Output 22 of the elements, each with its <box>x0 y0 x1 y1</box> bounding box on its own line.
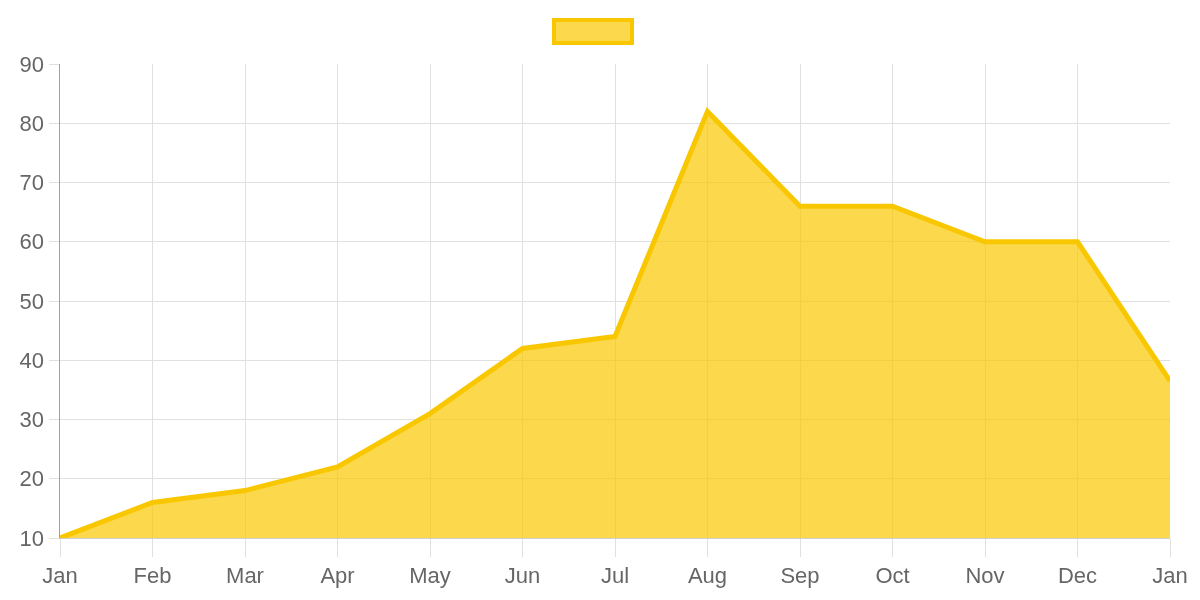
x-tick-label: Apr <box>320 563 355 589</box>
y-tick-label: 30 <box>19 407 45 433</box>
y-tick-label: 70 <box>19 170 45 196</box>
x-tick-label: Oct <box>875 563 910 589</box>
y-tick-label: 50 <box>19 288 45 314</box>
y-tick-label: 60 <box>19 229 45 255</box>
x-tick-label: Dec <box>1057 563 1098 589</box>
x-tick-label: Mar <box>226 563 264 589</box>
x-tick-label: May <box>409 563 451 589</box>
x-tick-label: Jul <box>600 563 630 589</box>
y-tick-label: 10 <box>19 525 45 551</box>
x-tick-label: Jan <box>42 563 78 589</box>
x-tick-label: Nov <box>965 563 1005 589</box>
x-tick-label: Feb <box>133 563 172 589</box>
x-tick-label: Sep <box>780 563 820 589</box>
y-tick-label: 20 <box>19 466 45 492</box>
x-tick-label: Jan <box>1152 563 1188 589</box>
x-tick-label: Jun <box>504 563 541 589</box>
y-tick-label: 40 <box>19 347 45 373</box>
x-tick-label: Aug <box>687 563 728 589</box>
y-tick-label: 90 <box>19 51 45 77</box>
y-tick-label: 80 <box>19 110 45 136</box>
